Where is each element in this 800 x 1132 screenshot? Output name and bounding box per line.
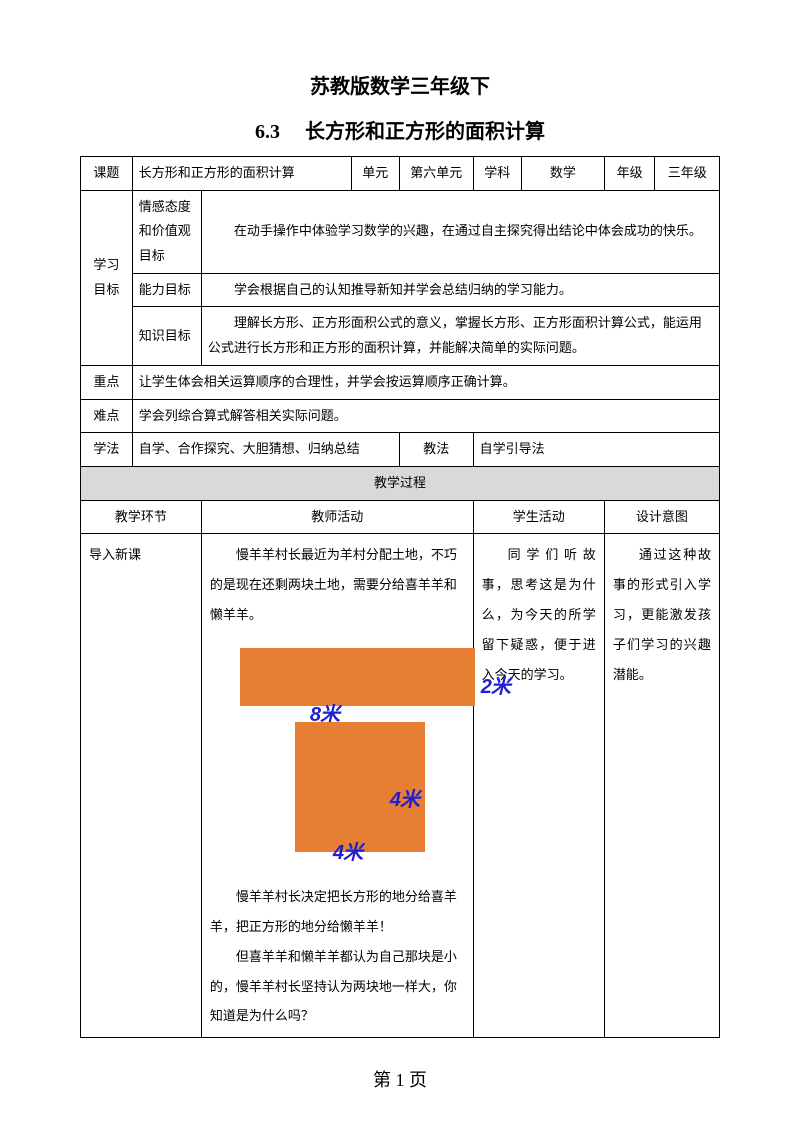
- rect-height-label: 2米: [481, 664, 510, 710]
- teacher-cell: 慢羊羊村长最近为羊村分配土地，不巧的是现在还剩两块土地，需要分给喜羊羊和懒羊羊。…: [201, 534, 473, 1038]
- difficulty-text: 学会列综合算式解答相关实际问题。: [132, 399, 719, 433]
- col-phase: 教学环节: [81, 500, 202, 534]
- difficulty-row: 难点 学会列综合算式解答相关实际问题。: [81, 399, 720, 433]
- goal-r3-text: 理解长方形、正方形面积公式的意义，掌握长方形、正方形面积计算公式，能运用公式进行…: [201, 307, 719, 365]
- meta-row: 课题 长方形和正方形的面积计算 单元 第六单元 学科 数学 年级 三年级: [81, 157, 720, 191]
- keypoint-label: 重点: [81, 365, 133, 399]
- body-row: 导入新课 慢羊羊村长最近为羊村分配土地，不巧的是现在还剩两块土地，需要分给喜羊羊…: [81, 534, 720, 1038]
- jiaofa-text: 自学引导法: [473, 433, 719, 467]
- goal-row-2: 能力目标 学会根据自己的认知推导新知并学会总结归纳的学习能力。: [81, 273, 720, 307]
- topic-value: 长方形和正方形的面积计算: [132, 157, 351, 191]
- teacher-p3: 但喜羊羊和懒羊羊都认为自己那块是小的，慢羊羊村长坚持认为两块地一样大，你知道是为…: [210, 942, 465, 1032]
- unit-value: 第六单元: [399, 157, 473, 191]
- subject-value: 数学: [521, 157, 604, 191]
- goal-group-label: 学习目标: [81, 190, 133, 365]
- columns-row: 教学环节 教师活动 学生活动 设计意图: [81, 500, 720, 534]
- goal-r1-label: 情感态度和价值观目标: [132, 190, 201, 273]
- subject-label: 学科: [473, 157, 521, 191]
- rectangle-diagram: 2米 8米: [240, 648, 520, 716]
- difficulty-label: 难点: [81, 399, 133, 433]
- keypoint-text: 让学生体会相关运算顺序的合理性，并学会按运算顺序正确计算。: [132, 365, 719, 399]
- method-row: 学法 自学、合作探究、大胆猜想、归纳总结 教法 自学引导法: [81, 433, 720, 467]
- xuefa-text: 自学、合作探究、大胆猜想、归纳总结: [132, 433, 399, 467]
- keypoint-row: 重点 让学生体会相关运算顺序的合理性，并学会按运算顺序正确计算。: [81, 365, 720, 399]
- unit-label: 单元: [351, 157, 399, 191]
- goal-r1-text: 在动手操作中体验学习数学的兴趣，在通过自主探究得出结论中体会成功的快乐。: [201, 190, 719, 273]
- page-footer: 第 1 页: [0, 1066, 800, 1092]
- col-intent: 设计意图: [604, 500, 719, 534]
- teacher-p2: 慢羊羊村长决定把长方形的地分给喜羊羊，把正方形的地分给懒羊羊！: [210, 882, 465, 942]
- teacher-p1: 慢羊羊村长最近为羊村分配土地，不巧的是现在还剩两块土地，需要分给喜羊羊和懒羊羊。: [210, 540, 465, 630]
- lesson-table: 课题 长方形和正方形的面积计算 单元 第六单元 学科 数学 年级 三年级 学习目…: [80, 156, 720, 1038]
- rectangle-shape: [240, 648, 475, 706]
- grade-value: 三年级: [655, 157, 720, 191]
- goal-row-3: 知识目标 理解长方形、正方形面积公式的意义，掌握长方形、正方形面积计算公式，能运…: [81, 307, 720, 365]
- goal-row-1: 学习目标 情感态度和价值观目标 在动手操作中体验学习数学的兴趣，在通过自主探究得…: [81, 190, 720, 273]
- col-student: 学生活动: [473, 500, 604, 534]
- process-header-row: 教学过程: [81, 466, 720, 500]
- goal-r2-text: 学会根据自己的认知推导新知并学会总结归纳的学习能力。: [201, 273, 719, 307]
- grade-label: 年级: [604, 157, 655, 191]
- goal-r3-label: 知识目标: [132, 307, 201, 365]
- topic-label: 课题: [81, 157, 133, 191]
- title-line1: 苏教版数学三年级下: [80, 70, 720, 99]
- shapes-area: 2米 8米 4米 4米: [210, 630, 465, 882]
- goal-r2-label: 能力目标: [132, 273, 201, 307]
- square-right-label: 4米: [390, 777, 419, 823]
- title-line2: 6.3 长方形和正方形的面积计算: [80, 115, 720, 144]
- col-teacher: 教师活动: [201, 500, 473, 534]
- intent-cell: 通过这种故事的形式引入学习，更能激发孩子们学习的兴趣潜能。: [604, 534, 719, 1038]
- xuefa-label: 学法: [81, 433, 133, 467]
- square-bottom-label: 4米: [333, 830, 362, 876]
- phase-cell: 导入新课: [81, 534, 202, 1038]
- square-diagram: 4米 4米: [295, 722, 455, 862]
- jiaofa-label: 教法: [399, 433, 473, 467]
- student-cell: 同学们听故事，思考这是为什么，为今天的所学留下疑惑，便于进入今天的学习。: [473, 534, 604, 1038]
- process-header: 教学过程: [81, 466, 720, 500]
